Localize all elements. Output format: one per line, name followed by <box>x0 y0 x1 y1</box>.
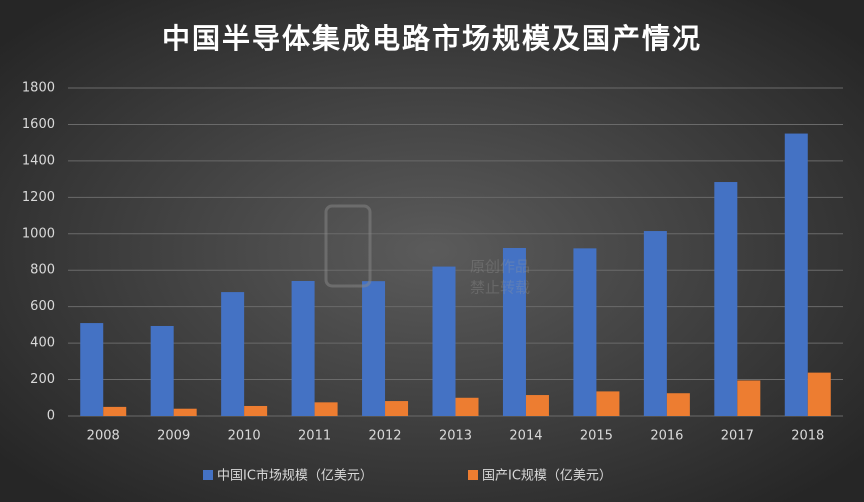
bar <box>244 405 268 416</box>
x-tick-label: 2015 <box>580 429 613 444</box>
bar <box>737 380 761 416</box>
x-tick-label: 2013 <box>439 429 472 444</box>
bar <box>362 281 386 416</box>
watermark-logo <box>324 204 372 288</box>
bar <box>784 133 808 417</box>
x-tick-label: 2012 <box>368 429 401 444</box>
bar <box>455 397 479 416</box>
x-tick-label: 2010 <box>228 429 261 444</box>
legend-swatch <box>203 470 213 480</box>
bar <box>221 292 245 416</box>
legend-label: 中国IC市场规模（亿美元） <box>217 468 373 484</box>
bar <box>80 323 104 416</box>
y-tick-label: 1000 <box>22 226 55 241</box>
y-tick-label: 600 <box>30 299 55 314</box>
bar <box>666 393 690 416</box>
y-tick-label: 200 <box>30 372 55 387</box>
x-tick-label: 2008 <box>87 429 120 444</box>
bar <box>596 391 620 416</box>
x-tick-label: 2016 <box>650 429 683 444</box>
x-tick-label: 2017 <box>721 429 754 444</box>
legend-swatch <box>468 470 478 480</box>
bar <box>502 247 526 416</box>
x-tick-label: 2011 <box>298 429 331 444</box>
y-tick-label: 1800 <box>22 81 55 96</box>
bar <box>150 325 174 416</box>
bar <box>385 401 409 416</box>
bar <box>432 266 456 416</box>
x-tick-label: 2018 <box>791 429 824 444</box>
x-tick-label: 2009 <box>157 429 190 444</box>
y-tick-label: 1200 <box>22 190 55 205</box>
bar <box>103 406 127 416</box>
bar <box>573 248 597 416</box>
y-tick-label: 400 <box>30 336 55 351</box>
watermark-text: 禁止转载 <box>470 279 530 297</box>
watermark-text: 原创作品 <box>470 258 530 276</box>
y-tick-label: 0 <box>47 409 55 424</box>
x-tick-label: 2014 <box>509 429 542 444</box>
y-tick-label: 1400 <box>22 153 55 168</box>
bar <box>291 280 315 416</box>
bar <box>314 402 338 416</box>
chart-title: 中国半导体集成电路市场规模及国产情况 <box>162 22 702 55</box>
bar <box>173 408 197 416</box>
bar <box>807 372 831 416</box>
watermark: 原创作品 禁止转载 <box>324 204 530 297</box>
y-tick-label: 800 <box>30 263 55 278</box>
bar <box>714 182 738 416</box>
legend-label: 国产IC规模（亿美元） <box>482 469 612 484</box>
bar <box>525 395 549 416</box>
y-tick-label: 1600 <box>22 117 55 132</box>
bar <box>643 231 667 416</box>
